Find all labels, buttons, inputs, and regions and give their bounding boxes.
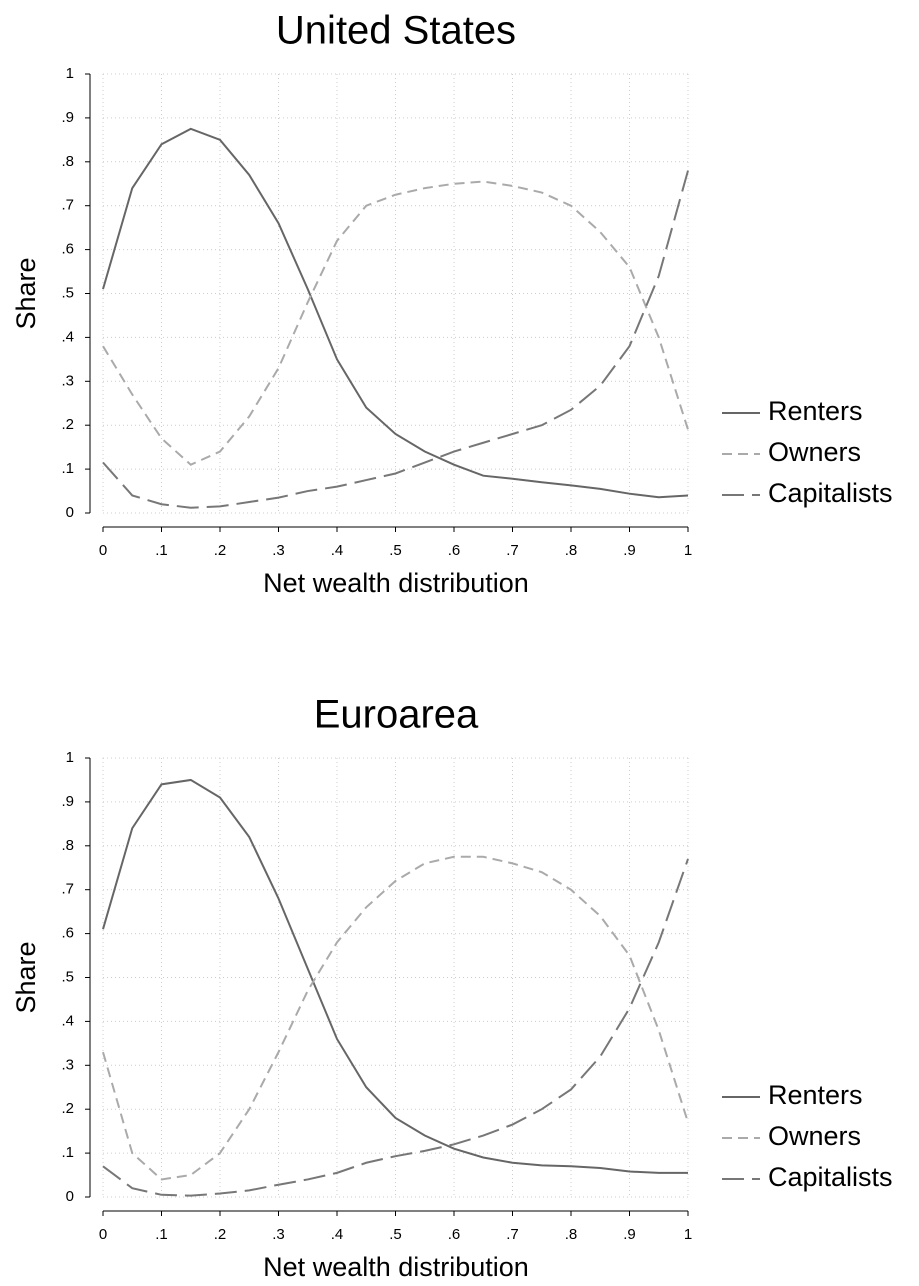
x-tick-label: .7 — [506, 542, 519, 559]
y-tick-label: 0 — [66, 1188, 74, 1205]
y-tick-label: .4 — [61, 328, 74, 345]
legend-label: Renters — [768, 396, 863, 426]
x-tick-label: .2 — [214, 1226, 227, 1243]
y-tick-label: .9 — [61, 109, 74, 126]
y-tick-label: .7 — [61, 881, 74, 898]
y-tick-label: .7 — [61, 197, 74, 214]
x-tick-label: .6 — [448, 542, 461, 559]
x-tick-label: .5 — [389, 542, 402, 559]
x-tick-label: .9 — [623, 542, 636, 559]
legend-label: Capitalists — [768, 478, 893, 508]
series-line — [102, 170, 689, 509]
y-tick-label: .4 — [61, 1012, 74, 1029]
x-tick-label: 1 — [684, 1226, 692, 1243]
x-tick-label: .4 — [331, 542, 344, 559]
x-tick-label: .9 — [623, 1226, 636, 1243]
y-tick-label: .3 — [61, 1056, 74, 1073]
legend-label: Capitalists — [768, 1162, 893, 1192]
x-tick-label: .2 — [214, 542, 227, 559]
x-tick-label: .3 — [272, 542, 285, 559]
x-tick-label: .3 — [272, 1226, 285, 1243]
x-tick-label: .1 — [155, 1226, 168, 1243]
chart-title: Euroarea — [314, 693, 479, 737]
y-axis-label: Share — [11, 941, 41, 1013]
y-tick-label: .1 — [61, 1144, 74, 1161]
x-tick-label: 0 — [99, 1226, 107, 1243]
y-tick-label: .5 — [61, 284, 74, 301]
legend-label: Owners — [768, 437, 861, 467]
x-tick-label: .6 — [448, 1226, 461, 1243]
y-axis-label: Share — [11, 257, 41, 329]
x-tick-label: .8 — [565, 1226, 578, 1243]
x-axis-label: Net wealth distribution — [263, 568, 529, 598]
x-tick-label: 0 — [99, 542, 107, 559]
y-tick-label: .6 — [61, 241, 74, 258]
legend-label: Renters — [768, 1080, 863, 1110]
y-tick-label: 1 — [66, 749, 74, 766]
y-tick-label: 1 — [66, 65, 74, 82]
y-tick-label: .8 — [61, 837, 74, 854]
series-line — [102, 858, 689, 1197]
y-tick-label: .2 — [61, 1100, 74, 1117]
y-tick-label: .9 — [61, 793, 74, 810]
x-axis-label: Net wealth distribution — [263, 1252, 529, 1282]
x-tick-label: .1 — [155, 542, 168, 559]
x-tick-label: .8 — [565, 542, 578, 559]
series-line — [102, 180, 689, 466]
x-tick-label: .7 — [506, 1226, 519, 1243]
y-tick-label: .8 — [61, 153, 74, 170]
chart-title: United States — [276, 9, 516, 53]
y-tick-label: .3 — [61, 372, 74, 389]
legend-label: Owners — [768, 1121, 861, 1151]
y-tick-label: .1 — [61, 460, 74, 477]
x-tick-label: 1 — [684, 542, 692, 559]
y-tick-label: .6 — [61, 925, 74, 942]
series-line — [102, 127, 689, 499]
x-tick-label: .5 — [389, 1226, 402, 1243]
y-tick-label: .2 — [61, 416, 74, 433]
y-tick-label: 0 — [66, 504, 74, 521]
y-tick-label: .5 — [61, 968, 74, 985]
series-line — [102, 778, 688, 1174]
series-line — [102, 855, 689, 1181]
x-tick-label: .4 — [331, 1226, 344, 1243]
